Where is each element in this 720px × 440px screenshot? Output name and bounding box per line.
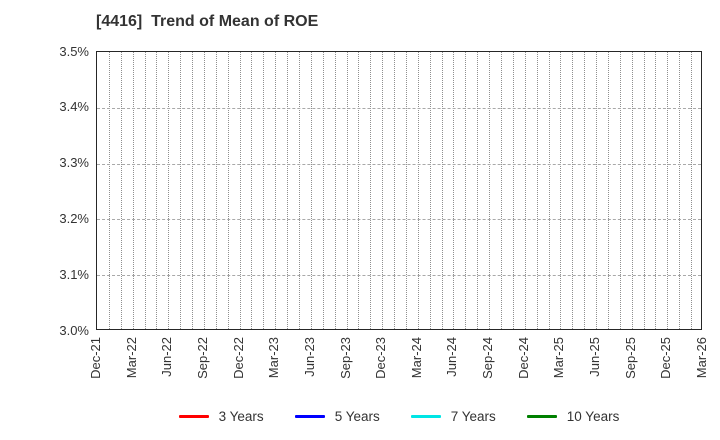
vertical-gridline [548, 52, 550, 329]
vertical-gridline [156, 52, 158, 329]
legend-item: 10 Years [526, 408, 620, 424]
vertical-gridline [560, 52, 562, 329]
legend-line-swatch [294, 414, 325, 418]
vertical-gridline [394, 52, 396, 329]
x-tick-label: Sep-25 [622, 337, 638, 379]
chart-title: [4416] Trend of Mean of ROE [96, 13, 319, 30]
vertical-gridline [168, 52, 170, 329]
vertical-gridline [679, 52, 681, 329]
vertical-gridline [417, 52, 419, 329]
vertical-gridline [572, 52, 574, 329]
x-tick-label: Jun-24 [444, 337, 460, 377]
vertical-gridline [227, 52, 229, 329]
x-tick-label: Sep-24 [480, 337, 496, 379]
x-tick-label: Mar-25 [551, 337, 567, 379]
legend-item: 7 Years [410, 408, 496, 424]
x-tick-label: Mar-23 [266, 337, 282, 379]
legend-item: 3 Years [178, 408, 264, 424]
vertical-gridline [144, 52, 146, 329]
horizontal-gridline [97, 275, 701, 277]
vertical-gridline [655, 52, 657, 329]
vertical-gridline [299, 52, 300, 329]
vertical-gridline [310, 52, 312, 329]
vertical-gridline [192, 52, 194, 329]
y-tick-label: 3.5% [59, 43, 89, 59]
vertical-gridline [322, 52, 324, 329]
vertical-gridline [465, 52, 467, 329]
legend-line-swatch [178, 414, 209, 418]
vertical-gridline [584, 52, 586, 329]
vertical-gridline [358, 52, 360, 329]
x-tick-label: Dec-24 [515, 337, 531, 379]
x-tick-label: Dec-25 [658, 337, 674, 379]
vertical-gridline [334, 52, 336, 329]
y-tick-label: 3.2% [59, 210, 89, 226]
vertical-gridline [382, 52, 384, 329]
vertical-gridline [108, 52, 110, 329]
x-tick-label: Jun-22 [159, 337, 175, 377]
vertical-gridline [370, 52, 372, 329]
x-tick-label: Dec-21 [88, 337, 103, 379]
x-tick-label: Sep-22 [194, 337, 210, 379]
vertical-gridline [215, 52, 217, 329]
vertical-gridline [667, 52, 669, 329]
legend: 3 Years 5 Years 7 Years 10 Years [96, 403, 702, 429]
y-tick-label: 3.4% [59, 99, 89, 115]
x-tick-label: Jun-25 [587, 337, 603, 377]
x-tick-label: Mar-26 [694, 337, 709, 379]
x-tick-label: Jun-23 [301, 337, 317, 377]
legend-line-swatch [410, 414, 441, 418]
vertical-gridline [453, 52, 455, 329]
vertical-gridline [643, 52, 645, 329]
legend-label: 10 Years [566, 408, 620, 424]
legend-label: 3 Years [218, 408, 264, 424]
vertical-gridline [120, 52, 122, 329]
x-tick-label: Sep-23 [337, 337, 353, 379]
vertical-gridline [287, 52, 289, 329]
vertical-gridline [275, 52, 277, 329]
vertical-gridline [524, 52, 526, 329]
vertical-gridline [405, 52, 407, 329]
legend-item: 5 Years [294, 408, 380, 424]
vertical-gridline [263, 52, 265, 329]
x-tick-label: Mar-22 [123, 337, 139, 379]
vertical-gridline [429, 52, 431, 329]
legend-label: 5 Years [334, 408, 380, 424]
horizontal-gridline [97, 107, 701, 109]
vertical-gridline [619, 52, 621, 329]
y-tick-label: 3.0% [59, 322, 89, 338]
vertical-gridline [489, 52, 491, 329]
vertical-gridline [251, 52, 253, 329]
vertical-gridline [132, 52, 134, 329]
vertical-gridline [607, 52, 609, 329]
x-tick-label: Mar-24 [408, 337, 424, 379]
vertical-gridline [346, 52, 348, 329]
vertical-gridline [501, 52, 502, 329]
y-tick-label: 3.3% [59, 155, 89, 171]
plot-area [96, 51, 702, 330]
legend-label: 7 Years [450, 408, 496, 424]
vertical-gridline [691, 52, 693, 329]
x-tick-label: Dec-22 [230, 337, 246, 379]
horizontal-gridline [97, 219, 701, 221]
horizontal-gridline [97, 163, 701, 165]
vertical-gridline [596, 52, 598, 329]
vertical-gridline [441, 52, 443, 329]
vertical-gridline [203, 52, 205, 329]
vertical-gridline [239, 52, 241, 329]
x-tick-label: Dec-23 [373, 337, 389, 379]
vertical-gridline [512, 52, 514, 329]
vertical-gridline [631, 52, 633, 329]
vertical-gridline [536, 52, 538, 329]
y-tick-label: 3.1% [59, 266, 89, 282]
legend-line-swatch [526, 414, 557, 418]
vertical-gridline [180, 52, 182, 329]
vertical-gridline [477, 52, 479, 329]
